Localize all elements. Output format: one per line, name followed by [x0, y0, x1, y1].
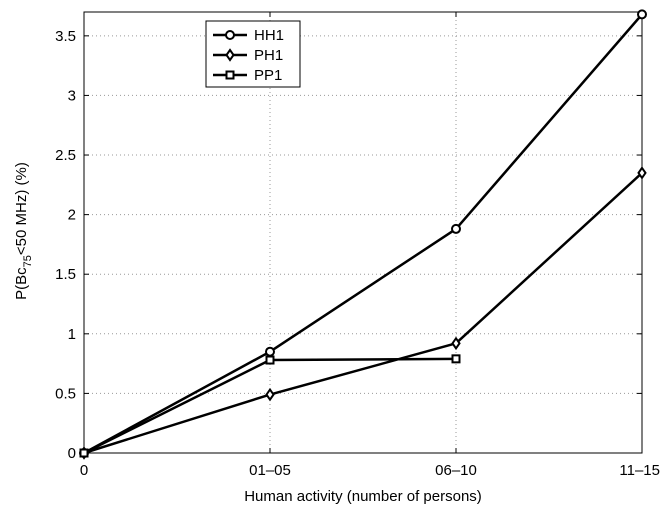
data-point-hh1	[637, 9, 647, 20]
legend-label-pp1: PP1	[254, 67, 282, 84]
plot-area-frame	[83, 11, 643, 454]
legend-marker-hh1	[225, 30, 235, 40]
y-tick-label: 0.5	[55, 385, 76, 402]
data-point-ph1	[451, 336, 461, 351]
series-group	[79, 9, 647, 460]
data-point-ph1	[637, 166, 647, 180]
series-line-ph1	[83, 171, 643, 455]
series-hh1	[79, 9, 647, 458]
x-tick-label: 01–05	[249, 462, 291, 479]
x-axis-label: Human activity (number of persons)	[244, 488, 482, 505]
data-point-hh1	[451, 223, 461, 234]
x-tick-label: 0	[80, 462, 88, 479]
x-tick-label: 06–10	[435, 462, 477, 479]
y-tick-label: 0	[68, 445, 76, 462]
y-tick-label: 2	[68, 207, 76, 224]
legend-entry-pp1: PP1	[213, 67, 282, 84]
y-tick-label: 2.5	[55, 147, 76, 164]
data-point-pp1	[79, 448, 89, 458]
y-axis-label-suffix: <50 MHz) (%)	[13, 162, 30, 255]
y-axis-label: P(Bc75<50 MHz) (%)	[13, 162, 34, 300]
legend: HH1 PH1 PP1	[205, 20, 301, 88]
grid	[84, 12, 642, 453]
x-tick-label: 11–15	[619, 462, 660, 479]
y-axis-label-subscript: 75	[22, 255, 34, 267]
series-ph1	[79, 166, 647, 460]
y-tick-label: 3	[68, 87, 76, 104]
legend-entry-hh1: HH1	[213, 27, 284, 44]
axis-ticks: 0 0.5 1 1.5 2 2.5 3 3.5 0 01–05 06–10 11–15	[55, 12, 660, 479]
legend-label-ph1: PH1	[254, 47, 283, 64]
legend-marker-ph1	[225, 48, 235, 62]
series-pp1	[79, 354, 461, 458]
y-tick-label: 1	[68, 326, 76, 343]
series-line-hh1	[83, 13, 643, 455]
legend-marker-pp1	[225, 70, 235, 80]
legend-label-hh1: HH1	[254, 27, 284, 44]
y-tick-label: 3.5	[55, 28, 76, 45]
data-point-pp1	[451, 354, 461, 364]
legend-entry-ph1: PH1	[213, 47, 283, 64]
data-point-ph1	[265, 387, 275, 402]
data-point-pp1	[265, 355, 275, 365]
data-point-hh1	[265, 346, 275, 357]
y-tick-label: 1.5	[55, 266, 76, 283]
y-axis-label-prefix: P(Bc	[13, 267, 30, 300]
